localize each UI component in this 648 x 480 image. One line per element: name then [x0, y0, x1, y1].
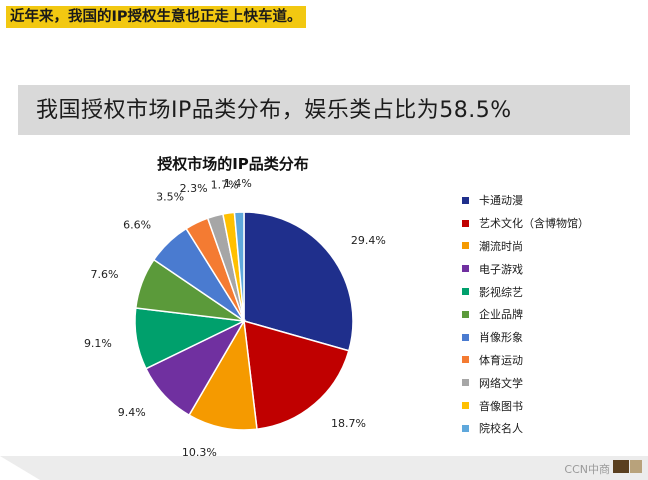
- legend-label: 企业品牌: [479, 308, 523, 322]
- legend-swatch: [462, 402, 469, 410]
- legend-swatch: [462, 356, 469, 364]
- data-label: 3.5%: [156, 191, 184, 204]
- slide-header: 我国授权市场IP品类分布，娱乐类占比为58.5%: [18, 85, 630, 135]
- chart-legend: 卡通动漫艺术文化（含博物馆） 潮流时尚电子游戏影视综艺企业品牌肖像形象体育运动网络…: [462, 189, 589, 440]
- legend-swatch: [462, 310, 469, 318]
- legend-item: 网络文学: [462, 371, 589, 394]
- slide-title: 我国授权市场IP品类分布，娱乐类占比为58.5%: [36, 98, 512, 123]
- legend-label: 卡通动漫: [479, 194, 523, 208]
- legend-swatch: [462, 196, 469, 204]
- legend-label: 电子游戏: [479, 262, 523, 276]
- legend-label: 体育运动: [479, 353, 523, 367]
- data-label: 7.6%: [91, 268, 119, 281]
- legend-label: 院校名人: [479, 422, 523, 436]
- legend-label: 影视综艺: [479, 285, 523, 299]
- data-label: 1.4%: [224, 177, 252, 190]
- chart-title: 授权市场的IP品类分布: [157, 155, 309, 173]
- chart-slide: 我国授权市场IP品类分布，娱乐类占比为58.5% 授权市场的IP品类分布 29.…: [18, 85, 630, 459]
- data-label: 2.3%: [180, 182, 208, 195]
- data-label: 6.6%: [123, 219, 151, 232]
- legend-item: 电子游戏: [462, 257, 589, 280]
- legend-swatch: [462, 242, 469, 250]
- footer-brand: CCN中商: [564, 463, 610, 476]
- legend-label: 潮流时尚: [479, 239, 523, 253]
- data-label: 1.7%: [211, 178, 239, 191]
- footer-band: [0, 456, 648, 480]
- legend-item: 企业品牌: [462, 303, 589, 326]
- pie-slice: [243, 319, 350, 431]
- data-label: 9.4%: [118, 406, 146, 419]
- legend-label: 音像图书: [479, 399, 523, 413]
- data-label: 9.1%: [84, 337, 112, 350]
- legend-label: 艺术文化（含博物馆）: [479, 217, 589, 231]
- legend-item: 肖像形象: [462, 326, 589, 349]
- legend-item: 影视综艺: [462, 280, 589, 303]
- legend-label: 网络文学: [479, 376, 523, 390]
- legend-swatch: [462, 219, 469, 227]
- legend-item: 体育运动: [462, 349, 589, 372]
- pie-slice: [243, 211, 354, 352]
- footer-logo-block: [630, 460, 642, 473]
- legend-item: 卡通动漫: [462, 189, 589, 212]
- legend-label: 肖像形象: [479, 331, 523, 345]
- pie-slice: [233, 211, 245, 322]
- legend-swatch: [462, 333, 469, 341]
- legend-swatch: [462, 424, 469, 432]
- legend-swatch: [462, 379, 469, 387]
- legend-item: 音像图书: [462, 394, 589, 417]
- legend-swatch: [462, 288, 469, 296]
- legend-swatch: [462, 265, 469, 273]
- legend-item: 艺术文化（含博物馆）: [462, 212, 589, 235]
- pie-chart: 29.4%18.7%10.3%9.4%9.1%7.6%6.6%3.5%2.3% 1…: [84, 177, 386, 459]
- legend-item: 院校名人: [462, 417, 589, 440]
- data-label: 10.3%: [182, 446, 217, 459]
- footer-logo-block: [613, 460, 629, 473]
- legend-item: 潮流时尚: [462, 235, 589, 258]
- data-label: 18.7%: [331, 417, 366, 430]
- pie-slice: [188, 318, 258, 431]
- article-caption: 近年来，我国的IP授权生意也正走上快车道。: [6, 6, 306, 28]
- data-label: 29.4%: [351, 234, 386, 247]
